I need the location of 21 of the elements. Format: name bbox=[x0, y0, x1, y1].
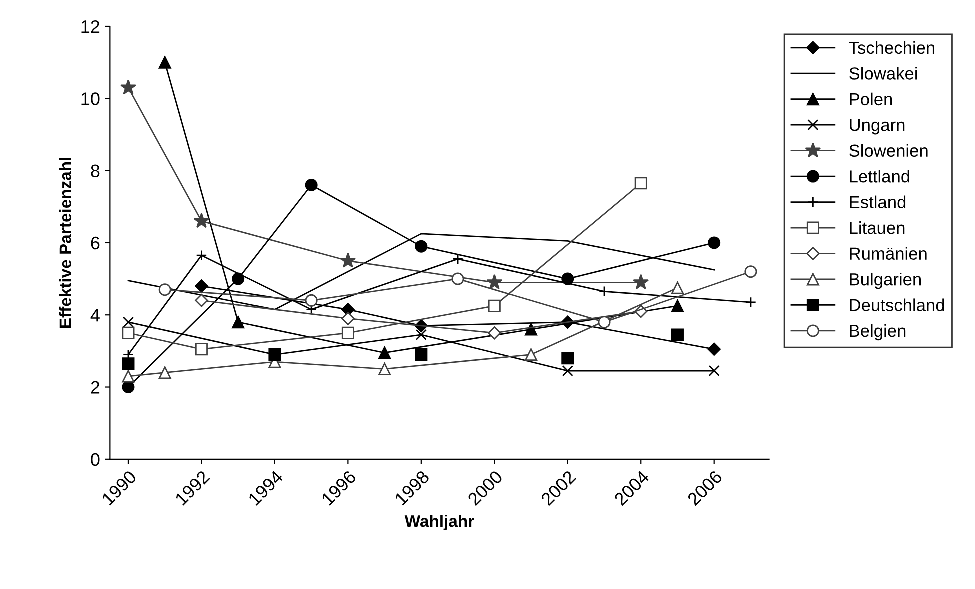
legend-label: Polen bbox=[850, 92, 892, 106]
legend-label: Slowakei bbox=[850, 67, 918, 80]
y-tick-label: 12 bbox=[82, 20, 100, 34]
legend-label: Lettland bbox=[850, 170, 910, 183]
y-axis-title: Effektive Parteienzahl bbox=[59, 158, 72, 328]
y-tick-label: 8 bbox=[91, 164, 100, 178]
legend-label: Bulgarien bbox=[850, 272, 922, 290]
legend-label: Estland bbox=[850, 196, 906, 209]
x-axis-title: Wahljahr bbox=[404, 515, 474, 531]
legend-label: Belgien bbox=[850, 324, 906, 341]
legend-label: Ungarn bbox=[850, 119, 905, 135]
y-tick-label: 10 bbox=[82, 92, 100, 106]
y-tick-label: 2 bbox=[91, 381, 100, 394]
y-tick-label: 0 bbox=[91, 453, 100, 466]
legend-label: Rumänien bbox=[850, 247, 927, 260]
legend-label: Deutschland bbox=[850, 298, 944, 312]
y-tick-label: 6 bbox=[91, 236, 100, 250]
legend-label: Slowenien bbox=[850, 144, 928, 158]
legend-label: Litauen bbox=[850, 222, 905, 234]
y-tick-label: 4 bbox=[90, 309, 100, 322]
legend-label: Tschechien bbox=[849, 41, 935, 54]
